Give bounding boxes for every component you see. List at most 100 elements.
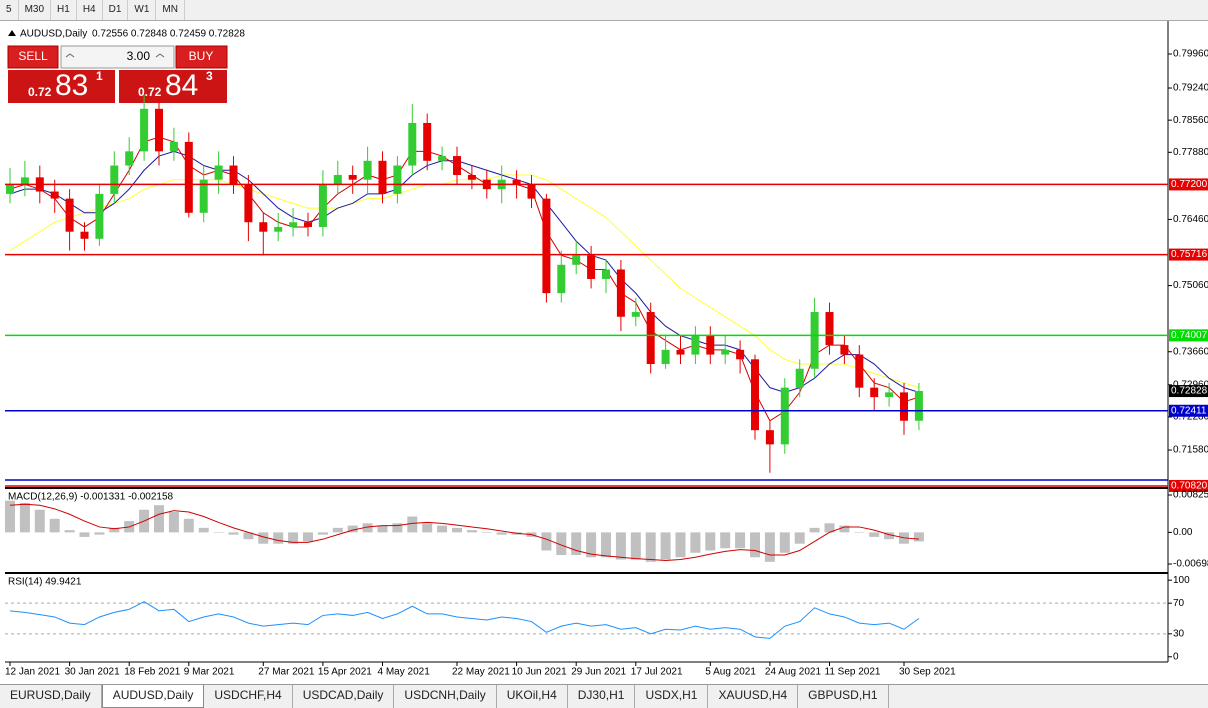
timeframe-button[interactable]: 5 — [0, 0, 19, 20]
chart-tabs: EURUSD,Daily AUDUSD,Daily USDCHF,H4 USDCAD,… — [0, 684, 1208, 708]
x-tick-label: 27 Mar 2021 — [258, 667, 315, 678]
y-tick-label: 0.78560 — [1173, 115, 1208, 126]
x-tick-label: 10 Jun 2021 — [512, 667, 567, 678]
moving-average — [9, 150, 920, 393]
macd-bar — [332, 527, 343, 533]
macd-bar — [601, 532, 611, 558]
y-tick-label: -0.006983 — [1173, 559, 1208, 570]
timeframe-button[interactable]: W1 — [128, 0, 157, 20]
macd-bar — [779, 532, 790, 553]
candle-body — [527, 184, 536, 199]
x-tick-label: 29 Jun 2021 — [571, 667, 626, 678]
macd-bar — [154, 505, 164, 533]
chart-tab[interactable]: USDCNH,Daily — [394, 685, 497, 708]
macd-bar — [496, 532, 507, 535]
candle-body — [318, 184, 327, 227]
rsi-label: RSI(14) 49.9421 — [8, 577, 82, 588]
level-label: 0.72411 — [1171, 405, 1207, 416]
ohlc-text: 0.72556 0.72848 0.72459 0.72828 — [92, 29, 245, 40]
candle-body — [765, 430, 774, 445]
macd-bar — [809, 527, 820, 533]
y-tick-label: 0.77880 — [1173, 147, 1208, 158]
x-tick-label: 24 Aug 2021 — [765, 667, 822, 678]
chart-tab[interactable]: XAUUSD,H4 — [708, 685, 799, 708]
chart-tab[interactable]: USDX,H1 — [635, 685, 709, 708]
candle-body — [438, 156, 447, 161]
macd-bar — [913, 532, 924, 542]
timeframe-button[interactable]: MN — [156, 0, 185, 20]
chart-tab[interactable]: GBPUSD,H1 — [798, 685, 889, 708]
x-tick-label: 11 Sep 2021 — [825, 667, 881, 678]
lot-down[interactable] — [65, 53, 75, 58]
y-tick-label: 100 — [1173, 575, 1190, 586]
y-tick-label: 0.79960 — [1173, 49, 1208, 60]
candle-body — [736, 349, 745, 360]
buy-price-box[interactable] — [119, 70, 227, 103]
macd-bar — [645, 532, 656, 562]
macd-bar — [735, 532, 746, 549]
x-tick-label: 30 Jan 2021 — [65, 667, 120, 678]
candle-body — [751, 359, 759, 431]
chart-tab[interactable]: USDCHF,H4 — [204, 685, 293, 708]
buy-price-small: 0.72 — [138, 85, 162, 99]
lot-box[interactable] — [60, 45, 175, 69]
y-tick-label: 0.72960 — [1173, 379, 1208, 390]
macd-bar — [392, 523, 403, 533]
lot-value[interactable]: 3.00 — [127, 49, 151, 63]
y-tick-label: 0.75060 — [1173, 280, 1208, 291]
macd-bar — [720, 532, 731, 549]
x-tick-label: 4 May 2021 — [378, 667, 431, 678]
panel-separator — [5, 487, 1168, 489]
candle-body — [363, 160, 372, 180]
candle-body — [274, 226, 283, 232]
buy-button[interactable] — [175, 45, 228, 69]
chart-tab[interactable]: DJ30,H1 — [568, 685, 636, 708]
trade-panel: SELL 3.00 BUY 0.72 83 1 0.72 84 3 — [7, 45, 228, 103]
candle-body — [304, 222, 312, 227]
y-tick-label: 30 — [1173, 628, 1185, 639]
chart-tab[interactable]: UKOil,H4 — [497, 685, 568, 708]
macd-bar — [764, 532, 775, 562]
candle-body — [676, 349, 685, 355]
x-tick-label: 15 Apr 2021 — [318, 667, 372, 678]
candle-body — [572, 255, 581, 265]
candle-body — [214, 165, 223, 180]
candle-body — [885, 392, 894, 398]
macd-bar — [750, 532, 760, 558]
timeframe-button[interactable]: H4 — [77, 0, 103, 20]
chart-window: AUDUSD,Daily 0.72556 0.72848 0.72459 0.7… — [0, 21, 1208, 684]
candle-body — [512, 179, 521, 185]
chart-tab[interactable]: USDCAD,Daily — [293, 685, 395, 708]
candle-body — [125, 151, 134, 166]
candle-body — [780, 387, 789, 445]
collapse-icon[interactable] — [8, 30, 16, 36]
level-label: 0.77200 — [1171, 179, 1208, 190]
macd-bar — [19, 502, 30, 533]
y-tick-label: 0 — [1173, 651, 1179, 662]
chart-tab[interactable]: AUDUSD,Daily — [101, 685, 205, 708]
candle-body — [721, 349, 730, 355]
candle-body — [348, 174, 357, 180]
panel-separator — [5, 572, 1168, 574]
candle-body — [542, 198, 551, 294]
macd-bar — [273, 532, 284, 544]
background — [0, 21, 1208, 684]
lot-up[interactable] — [155, 53, 165, 58]
candle-body — [378, 160, 387, 194]
timeframe-button[interactable]: H1 — [51, 0, 77, 20]
sell-price-box[interactable] — [8, 70, 115, 103]
timeframe-button[interactable]: D1 — [103, 0, 129, 20]
candle-body — [914, 390, 923, 421]
candle-body — [95, 193, 104, 239]
macd-bar — [94, 532, 105, 535]
level-label-box — [1169, 404, 1208, 417]
timeframe-button[interactable]: M30 — [19, 0, 52, 20]
macd-bar — [705, 532, 716, 551]
candle-body — [855, 354, 864, 388]
level-label-box — [1169, 329, 1208, 342]
candle-body — [423, 122, 432, 161]
sell-button[interactable] — [7, 45, 59, 69]
candle-body — [229, 165, 238, 185]
chart-tab[interactable]: EURUSD,Daily — [0, 685, 102, 708]
